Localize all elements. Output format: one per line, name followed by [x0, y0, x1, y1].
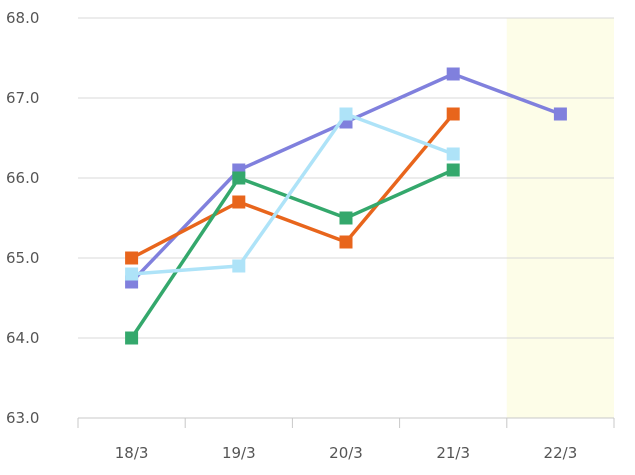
series-1-point [446, 67, 460, 81]
x-tick-label: 20/3 [329, 444, 363, 462]
series-3-line [129, 168, 455, 340]
y-axis-ticks: 63.0 64.0 65.0 66.0 67.0 68.0 [6, 9, 39, 427]
highlight-band [506, 18, 614, 418]
gridlines [78, 17, 614, 419]
series-4 [125, 107, 460, 281]
series-3-point [232, 171, 246, 185]
series-3 [125, 163, 460, 345]
series-2-point [446, 107, 460, 121]
highlight-band-group [506, 18, 614, 418]
x-axis: 18/3 19/3 20/3 21/3 22/3 [77, 418, 615, 462]
series-4-point [125, 267, 139, 281]
y-tick-label: 67.0 [6, 89, 39, 107]
series-2 [125, 107, 460, 265]
series-3-point [339, 211, 353, 225]
y-tick-label: 63.0 [6, 409, 39, 427]
series-2-point [125, 251, 139, 265]
x-tick-label: 18/3 [115, 444, 149, 462]
y-tick-label: 68.0 [6, 9, 39, 27]
series-3-point [125, 331, 139, 345]
y-tick-label: 64.0 [6, 329, 39, 347]
x-tick-label: 21/3 [436, 444, 470, 462]
series-group [125, 67, 567, 345]
x-tick-label: 19/3 [222, 444, 256, 462]
series-4-line [129, 112, 455, 276]
series-4-point [232, 259, 246, 273]
series-2-point [232, 195, 246, 209]
series-1-point [553, 107, 567, 121]
series-2-point [339, 235, 353, 249]
series-2-line [129, 112, 455, 260]
x-tick-label: 22/3 [544, 444, 578, 462]
series-4-point [339, 107, 353, 121]
y-tick-label: 65.0 [6, 249, 39, 267]
series-4-point [446, 147, 460, 161]
series-3-point [446, 163, 460, 177]
y-tick-label: 66.0 [6, 169, 39, 187]
